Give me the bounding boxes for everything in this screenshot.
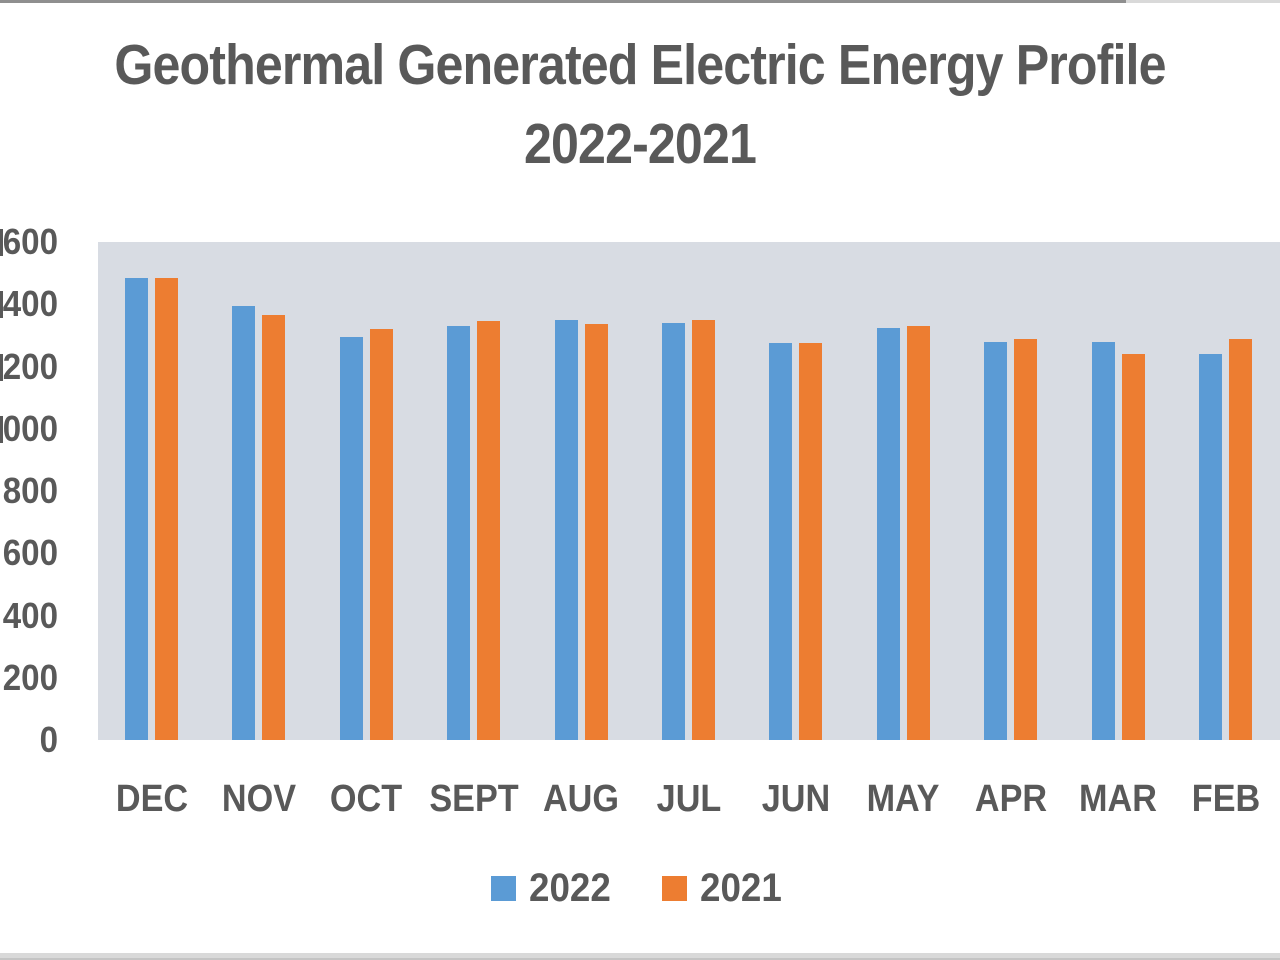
bar-2021-apr [1014,338,1038,740]
x-axis-label-nov: NOV [221,778,296,820]
x-axis-label-dec: DEC [115,778,188,820]
bar-2022-oct [339,336,363,740]
chart-legend: 2022 2021 [0,868,1280,908]
bottom-border-line [0,953,1280,960]
y-axis-label-clipped-digit-1200 [0,353,3,381]
x-axis-label-aug: AUG [543,778,620,820]
legend-item-2021: 2021 [662,868,789,908]
x-axis-label-apr: APR [974,778,1047,820]
x-axis-label-jun: JUN [761,778,831,820]
bar-2021-may [906,326,930,740]
bar-2022-sept [447,326,471,740]
y-axis-label-1000: 000 [2,407,58,449]
bar-2021-nov [262,315,286,740]
plot-area [98,242,1280,740]
bar-2021-mar [1121,354,1145,740]
legend-item-2022: 2022 [491,868,618,908]
bar-2022-jun [769,343,793,740]
x-axis-label-oct: OCT [330,778,403,820]
y-axis-label-800: 800 [2,470,58,511]
y-axis-label-1400: 400 [2,283,58,325]
x-axis-label-mar: MAR [1079,778,1158,820]
bar-2021-jun [799,343,823,740]
y-axis-label-200: 200 [2,656,58,698]
legend-swatch-2022 [491,875,517,901]
bar-2022-feb [1199,354,1222,740]
y-axis-label-600: 600 [2,532,58,574]
legend-label-2022: 2022 [529,866,611,910]
chart-title-line1: Geothermal Generated Electric Energy Pro… [114,33,1166,97]
bar-2022-jul [662,322,685,740]
bar-2021-oct [369,329,393,740]
bar-2022-nov [232,305,256,740]
bar-2022-mar [1091,341,1115,740]
bar-2022-apr [984,341,1008,740]
bar-2021-dec [155,277,178,740]
top-border-line [0,0,1126,3]
bar-2022-aug [554,319,578,740]
y-axis-label-clipped-digit-1000 [0,415,3,443]
bar-2021-jul [692,319,715,740]
y-axis-label-0: 0 [39,719,58,760]
chart-title: Geothermal Generated Electric Energy Pro… [77,26,1203,184]
x-axis-label-sept: SEPT [429,778,519,820]
y-axis-label-clipped-digit-1600 [0,229,3,256]
x-axis-label-feb: FEB [1191,778,1260,820]
bar-2022-may [876,327,900,740]
y-axis-label-1600: 600 [2,221,58,262]
y-axis-label-1200: 200 [2,345,58,387]
chart-title-line2: 2022-2021 [524,112,757,176]
x-axis-label-jul: JUL [656,778,721,820]
bar-2022-dec [125,277,148,740]
x-axis-label-may: MAY [866,778,940,820]
legend-swatch-2021 [662,875,687,901]
bar-2021-feb [1229,338,1252,740]
bar-2021-aug [584,324,608,740]
bar-2021-sept [477,321,501,740]
y-axis-label-clipped-digit-1400 [0,291,3,319]
legend-label-2021: 2021 [700,866,782,910]
top-border-line-light [1126,0,1280,3]
y-axis-label-400: 400 [2,594,58,636]
